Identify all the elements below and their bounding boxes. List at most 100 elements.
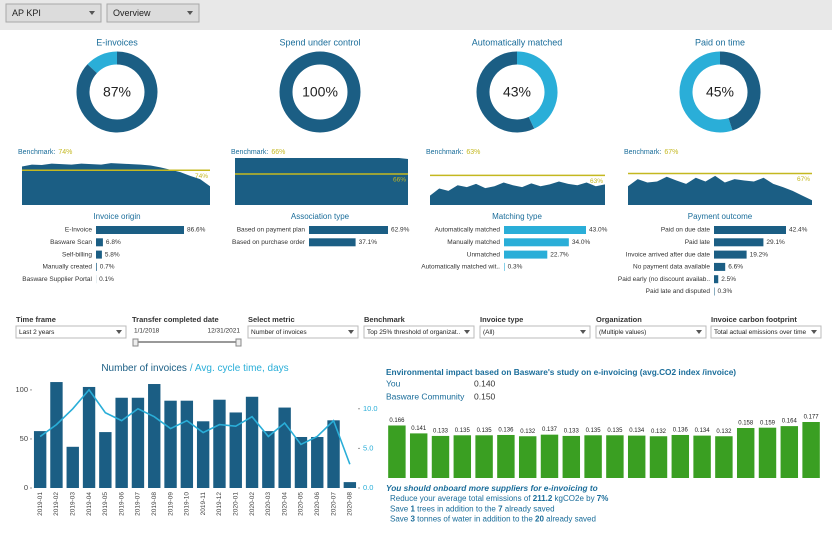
- dropdown-caret: [89, 11, 95, 15]
- env-bar: [453, 435, 472, 478]
- y-tick-label: 0: [24, 483, 28, 492]
- filter-label: Benchmark: [364, 315, 406, 324]
- env-value-label: 0.136: [673, 428, 689, 434]
- env-value-label: 0.132: [520, 429, 536, 435]
- y-tick-label: 50: [20, 434, 28, 443]
- x-tick-label: 2019-05: [102, 492, 109, 516]
- env-value-label: 0.159: [760, 420, 776, 426]
- y2-tick-label: 10.0: [363, 404, 378, 413]
- env-bar: [388, 425, 406, 478]
- benchmark-line-label: 67%: [797, 176, 810, 183]
- breakdown-title: Payment outcome: [688, 212, 753, 221]
- bar: [229, 412, 242, 488]
- filter-value: Last 2 years: [19, 329, 55, 336]
- filter-label: Invoice type: [480, 315, 523, 324]
- dropdown[interactable]: [5, 3, 102, 23]
- benchmark-label: Benchmark: 74%: [18, 149, 72, 156]
- suggestion-line: Save 1 trees in addition to the 7 alread…: [390, 504, 555, 513]
- breakdown-value: 37.1%: [359, 239, 378, 246]
- benchmark-area: [22, 163, 210, 205]
- x-tick-label: 2020-01: [232, 492, 239, 516]
- donut-label: 100%: [302, 84, 338, 100]
- suggestion-part: 211.2: [533, 494, 553, 503]
- benchmark-label: Benchmark: 67%: [624, 149, 678, 156]
- breakdown-value: 0.7%: [100, 264, 115, 271]
- benchmark-line-label: 66%: [393, 177, 406, 184]
- env-bar: [431, 435, 450, 478]
- breakdown-value: 0.3%: [718, 288, 733, 295]
- suggestion-part: kgCO2e by: [552, 494, 596, 503]
- env-title: Environmental impact based on Basware's …: [386, 367, 736, 377]
- filter-dropdown[interactable]: [595, 325, 707, 339]
- breakdown-value: 29.1%: [766, 239, 785, 246]
- env-value-label: 0.133: [433, 428, 449, 434]
- env-bar: [671, 434, 690, 478]
- filter-dropdown[interactable]: [247, 325, 359, 339]
- bar: [99, 432, 112, 488]
- bar: [33, 431, 47, 488]
- line: [39, 388, 351, 465]
- filter-value: Top 25% threshold of organizat..: [367, 329, 460, 336]
- env-bar: [518, 436, 537, 478]
- bar: [196, 421, 210, 488]
- suggestion-part: 7: [498, 504, 503, 513]
- env-value-label: 0.132: [716, 429, 732, 435]
- suggestion-part: 7%: [597, 494, 609, 503]
- benchmark-value: 66%: [271, 149, 285, 156]
- x-tick-label: 2019-01: [37, 492, 44, 516]
- env-bar: [497, 434, 515, 478]
- breakdown-bar: [96, 250, 102, 259]
- breakdown-category: Invoice arrived after due date: [626, 251, 711, 258]
- breakdown-value: 0.3%: [508, 264, 523, 271]
- env-bar: [409, 433, 428, 478]
- comparison-value: 0.140: [474, 378, 496, 388]
- range-handle[interactable]: [235, 338, 242, 347]
- suggestion-heading: You should onboard more suppliers for e-…: [386, 483, 598, 493]
- y2-tick-label: 5.0: [363, 443, 373, 452]
- benchmark-line-label: 63%: [590, 178, 603, 185]
- dropdown-label: Overview: [113, 8, 151, 18]
- kpi-title: Spend under control: [279, 37, 360, 47]
- x-tick-label: 2019-08: [151, 492, 158, 516]
- breakdown-category: Based on payment plan: [237, 227, 306, 234]
- x-tick-label: 2019-06: [118, 492, 125, 516]
- breakdown-category: Unmatched: [467, 251, 501, 258]
- benchmark-caption: Benchmark:: [231, 149, 268, 156]
- bar: [131, 397, 145, 488]
- filter-dropdown[interactable]: [710, 325, 822, 339]
- env-value-label: 0.177: [804, 415, 820, 421]
- filter-dropdown[interactable]: [479, 325, 591, 339]
- legend-line: / Avg. cycle time, days: [190, 363, 289, 374]
- env-value-label: 0.133: [564, 428, 580, 434]
- dropdown[interactable]: [106, 3, 200, 23]
- env-value-label: 0.135: [455, 428, 471, 434]
- filter-label: Select metric: [248, 315, 295, 324]
- suggestion-part: 20: [535, 515, 544, 524]
- range-handle[interactable]: [132, 338, 139, 347]
- comparison-label: Basware Community: [386, 391, 465, 401]
- bar: [82, 386, 96, 488]
- filter-value: Total actual emissions over time: [714, 329, 807, 336]
- env-value-label: 0.137: [542, 427, 558, 433]
- filter-dropdown[interactable]: [363, 325, 475, 339]
- filter-dropdown[interactable]: [15, 325, 127, 339]
- x-tick-label: 2020-04: [281, 492, 288, 516]
- env-bar: [540, 434, 559, 478]
- breakdown-value: 42.4%: [789, 227, 808, 234]
- donut-value: [719, 51, 761, 131]
- x-tick-label: 2019-11: [200, 492, 207, 516]
- bar: [294, 436, 308, 488]
- benchmark-area: [628, 175, 812, 205]
- comparison-label: You: [386, 378, 401, 388]
- breakdown-bar: [504, 250, 548, 259]
- bar: [278, 407, 291, 488]
- breakdown-category: Paid late: [685, 239, 711, 246]
- filter-value: (Multiple values): [599, 329, 646, 336]
- breakdown-bar: [714, 238, 764, 247]
- legend-bars: Number of invoices: [101, 363, 187, 374]
- x-tick-label: 2020-06: [314, 492, 321, 516]
- bar: [148, 384, 161, 488]
- breakdown-bar: [96, 238, 103, 247]
- breakdown-category: E-Invoice: [65, 227, 92, 234]
